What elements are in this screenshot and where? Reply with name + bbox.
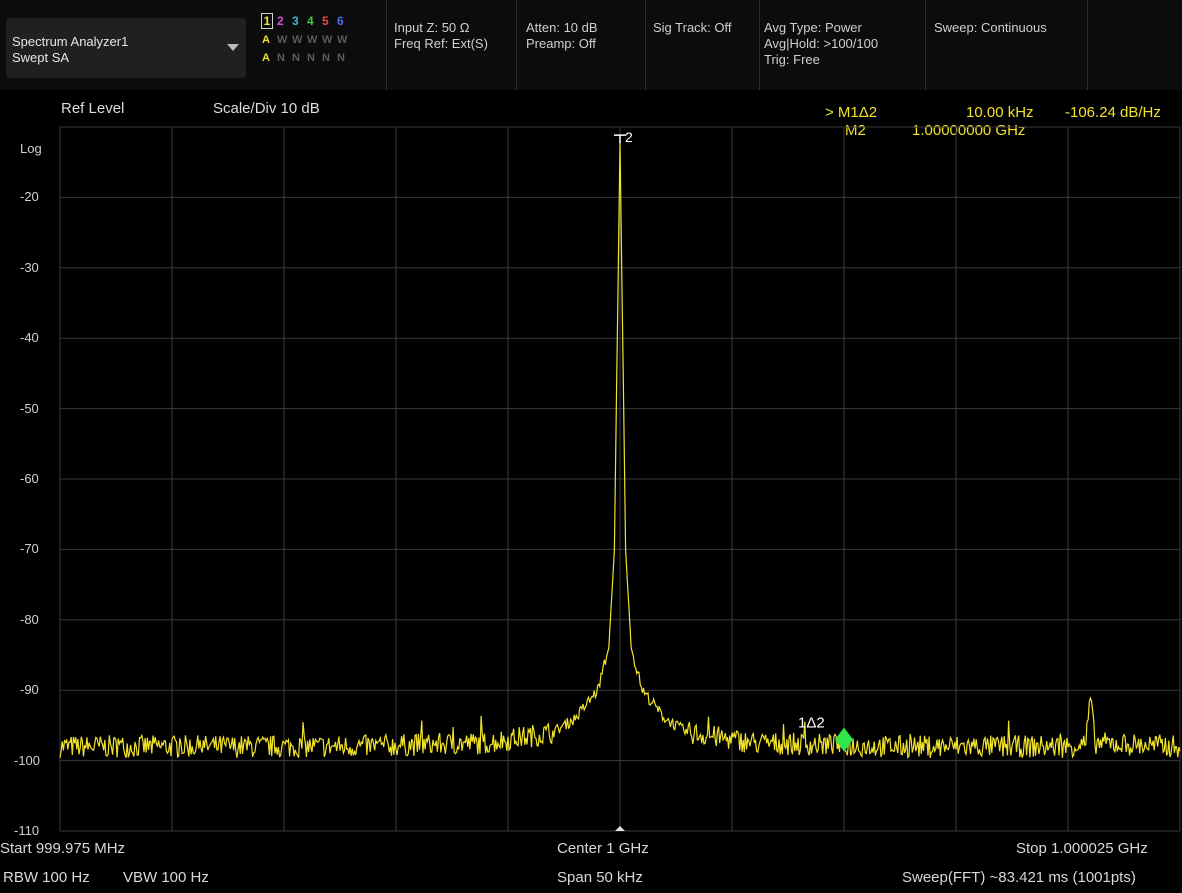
mode-subtitle: Swept SA xyxy=(12,50,70,65)
trace-detector-row-2: N xyxy=(277,52,285,64)
ref-marker-label: M2 xyxy=(845,122,866,139)
sweep-label: Sweep: Continuous xyxy=(934,20,1047,35)
marker-delta-freq: 10.00 kHz xyxy=(966,104,1034,121)
y-tick-label: -90 xyxy=(20,682,39,698)
trace-number-3[interactable]: 3 xyxy=(292,14,299,28)
sweep-status[interactable]: Sweep: Continuous xyxy=(934,20,1047,36)
y-tick-label: -110 xyxy=(14,823,40,838)
y-tick-label: -100 xyxy=(14,752,41,768)
marker-1-diamond-icon xyxy=(835,727,853,752)
rbw-setting[interactable]: RBW 100 Hz xyxy=(3,869,90,886)
sig-track-label: Sig Track: Off xyxy=(653,20,732,35)
trig-label: Trig: Free xyxy=(764,52,820,67)
center-frequency-marker xyxy=(615,826,625,831)
center-frequency[interactable]: Center 1 GHz xyxy=(557,840,649,857)
trace-number-1[interactable]: 1 xyxy=(261,13,273,29)
vbw-setting[interactable]: VBW 100 Hz xyxy=(123,869,209,886)
input-z-label: Input Z: 50 Ω xyxy=(394,20,470,35)
avg-type-label: Avg Type: Power xyxy=(764,20,862,35)
marker-2-label: 2 xyxy=(625,129,633,145)
y-tick-label: -30 xyxy=(20,259,39,275)
start-frequency[interactable]: Start 999.975 MHz xyxy=(0,840,126,857)
y-tick-label: -70 xyxy=(20,541,39,557)
y-tick-label: -50 xyxy=(20,400,39,416)
trace-type-row-6: W xyxy=(337,34,348,46)
mode-selector[interactable]: Spectrum Analyzer1 Swept SA xyxy=(6,18,246,78)
chevron-down-icon[interactable] xyxy=(227,44,239,51)
trace-detector-row-5: N xyxy=(322,52,330,64)
plot-grid xyxy=(59,126,1181,832)
freq-ref-label: Freq Ref: Ext(S) xyxy=(394,36,488,51)
preamp-label: Preamp: Off xyxy=(526,36,596,51)
avg-hold-label: Avg|Hold: >100/100 xyxy=(764,36,879,51)
y-tick-label: -20 xyxy=(20,189,39,205)
input-impedance-status[interactable]: Input Z: 50 Ω Freq Ref: Ext(S) xyxy=(394,20,488,52)
y-tick-label: -60 xyxy=(20,471,39,486)
sig-track-status[interactable]: Sig Track: Off xyxy=(653,20,732,36)
trace-type-row-5: W xyxy=(322,34,333,46)
trace-type-row-3: W xyxy=(292,34,303,46)
ref-level-label[interactable]: Ref Level xyxy=(61,100,125,117)
trace-number-6[interactable]: 6 xyxy=(337,14,344,28)
trace-detector-row-3: N xyxy=(292,52,300,64)
marker-delta-value: -106.24 dB/Hz xyxy=(1065,104,1161,121)
average-status[interactable]: Avg Type: Power Avg|Hold: >100/100 Trig:… xyxy=(764,20,878,68)
scale-div-label[interactable]: Scale/Div 10 dB xyxy=(213,100,320,117)
marker-1-label: 1Δ2 xyxy=(798,714,825,731)
trace-number-4[interactable]: 4 xyxy=(307,14,314,28)
active-marker-label[interactable]: > M1Δ2 xyxy=(825,104,878,121)
trace-type-row-1: A xyxy=(262,34,270,46)
stop-frequency[interactable]: Stop 1.000025 GHz xyxy=(1016,840,1148,857)
trace-type-row-2: W xyxy=(277,34,288,46)
trace-type-row-4: W xyxy=(307,34,318,46)
y-tick-label: -40 xyxy=(20,330,39,346)
y-tick-label: -80 xyxy=(20,611,39,627)
span-setting[interactable]: Span 50 kHz xyxy=(557,869,643,886)
sweep-time-info[interactable]: Sweep(FFT) ~83.421 ms (1001pts) xyxy=(902,869,1136,886)
mode-title: Spectrum Analyzer1 xyxy=(12,34,129,49)
atten-status[interactable]: Atten: 10 dB Preamp: Off xyxy=(526,20,598,52)
marker-2-icon xyxy=(614,134,626,144)
atten-label: Atten: 10 dB xyxy=(526,20,598,35)
ref-marker-freq: 1.00000000 GHz xyxy=(912,122,1026,139)
y-scale-label: Log xyxy=(20,141,42,156)
trace-detector-row-6: N xyxy=(337,52,345,64)
trace-detector-row-4: N xyxy=(307,52,315,64)
trace-number-5[interactable]: 5 xyxy=(322,14,329,28)
trace-detector-row-1: A xyxy=(262,52,270,64)
trace-number-2[interactable]: 2 xyxy=(277,14,284,28)
